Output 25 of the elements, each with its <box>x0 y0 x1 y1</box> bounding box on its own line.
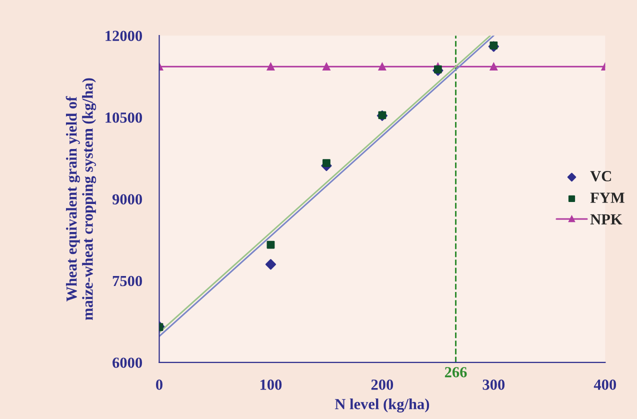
y-tick-label: 6000 <box>112 358 142 368</box>
y-tick-label: 7500 <box>112 276 142 286</box>
point <box>322 159 330 168</box>
point <box>378 62 386 70</box>
x-tick-label: 400 <box>594 380 616 390</box>
point <box>265 259 276 270</box>
legend-label: VC <box>590 171 611 182</box>
y-axis-title: Wheat equivalent grain yield of maize-wheat cropping system (kg/ha) <box>66 78 96 320</box>
point <box>434 65 442 74</box>
legend-label: FYM <box>590 192 624 203</box>
x-tick-label: 100 <box>260 380 282 390</box>
point <box>266 62 275 70</box>
y-tick-label: 10500 <box>106 112 142 123</box>
x-axis-title: N level (kg/ha) <box>334 398 430 412</box>
point <box>322 62 330 70</box>
y-tick-label: 9000 <box>112 194 142 204</box>
x-tick-label: 200 <box>371 380 394 390</box>
legend-label: NPK <box>590 214 622 224</box>
x-tick-label: 300 <box>482 380 505 390</box>
x-tick-label: 0 <box>156 380 162 390</box>
y-tick-label: 12000 <box>106 30 142 42</box>
point <box>490 41 498 50</box>
ref-line-label: 266 <box>444 367 467 378</box>
point <box>266 240 275 249</box>
point <box>490 62 498 70</box>
